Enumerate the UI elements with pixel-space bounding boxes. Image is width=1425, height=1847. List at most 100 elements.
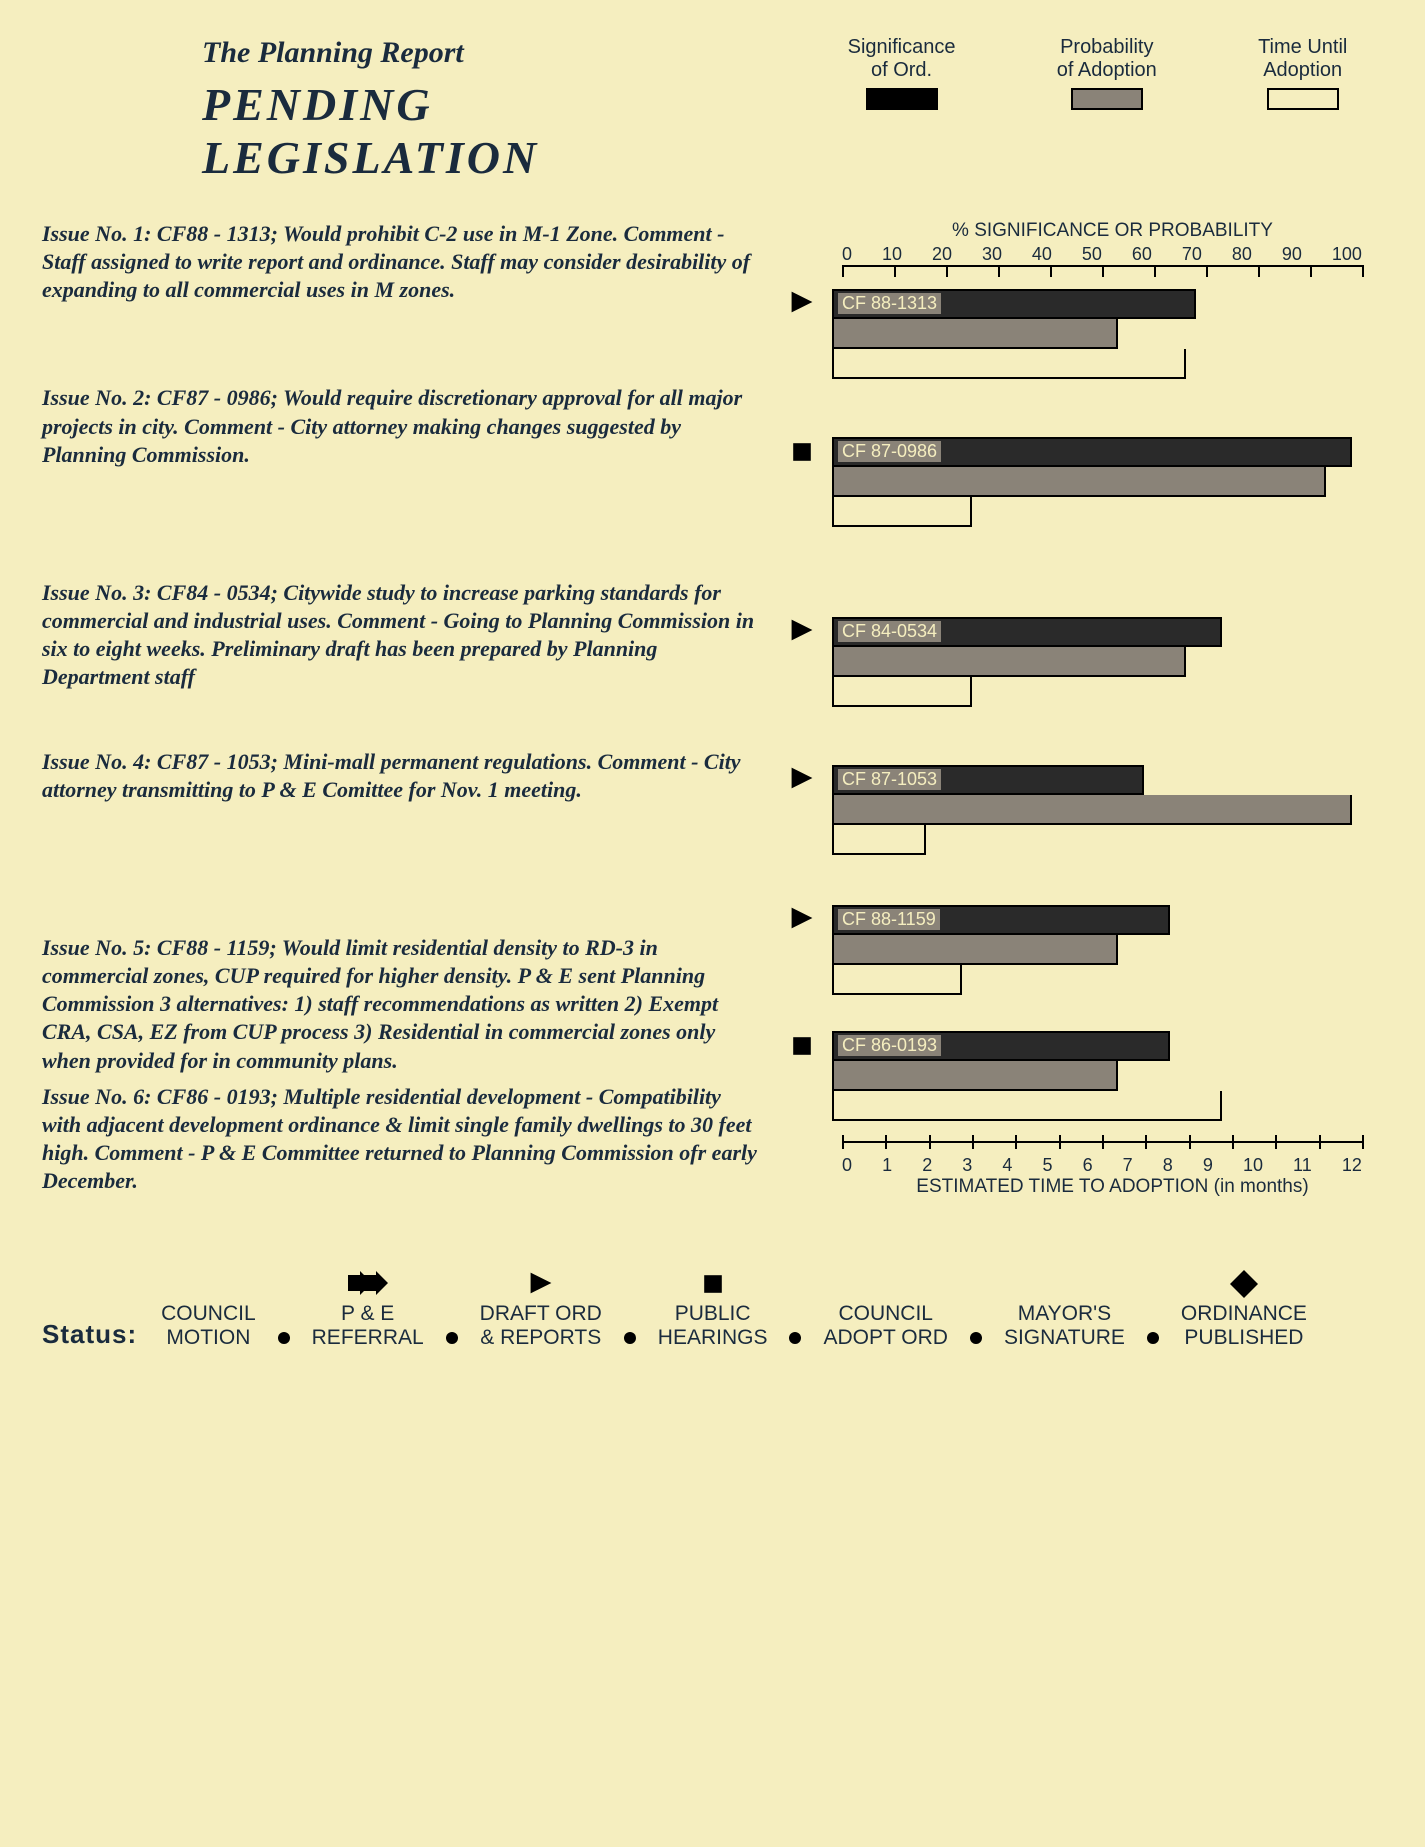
- separator-dot-icon: [446, 1332, 458, 1344]
- status-legend-label: REFERRAL: [312, 1326, 424, 1350]
- status-header: Status:: [42, 1319, 137, 1350]
- top-axis: % SIGNIFICANCE OR PROBABILITY 0102030405…: [842, 220, 1383, 279]
- status-legend-label: P & E: [312, 1302, 424, 1326]
- bar-case-label: CF 87-1053: [838, 769, 941, 790]
- top-tick-label: 100: [1332, 244, 1362, 265]
- status-legend-item: P & EREFERRAL: [312, 1270, 424, 1350]
- legend-significance: Significanceof Ord.: [848, 36, 956, 116]
- chart-row-3: CF 84-0534: [772, 617, 1383, 707]
- top-tick-label: 10: [882, 244, 902, 265]
- top-tick-label: 70: [1182, 244, 1202, 265]
- legend-label: Probability: [1060, 36, 1153, 58]
- chart-row-5: CF 88-1159: [772, 905, 1383, 995]
- separator-dot-icon: [624, 1332, 636, 1344]
- legend-time: Time UntilAdoption: [1258, 36, 1347, 116]
- bottom-tick-label: 4: [1002, 1155, 1012, 1176]
- status-legend-label: & REPORTS: [480, 1326, 602, 1350]
- top-tick-label: 0: [842, 244, 852, 265]
- top-tick-label: 20: [932, 244, 952, 265]
- diamond-icon: [1181, 1270, 1307, 1300]
- none-icon: [1004, 1270, 1125, 1300]
- bar-significance: CF 88-1159: [832, 905, 1170, 935]
- bar-significance: CF 87-1053: [832, 765, 1144, 795]
- top-tick-label: 50: [1082, 244, 1102, 265]
- bottom-tick-label: 0: [842, 1155, 852, 1176]
- bar-significance: CF 87-0986: [832, 437, 1352, 467]
- legend-label: Significance: [848, 36, 956, 58]
- bottom-tick-label: 8: [1163, 1155, 1173, 1176]
- swatch-black: [866, 88, 938, 110]
- bottom-tick-label: 11: [1293, 1155, 1312, 1176]
- charts-column: % SIGNIFICANCE OR PROBABILITY 0102030405…: [772, 220, 1383, 1200]
- bottom-axis: 0123456789101112 ESTIMATED TIME TO ADOPT…: [842, 1141, 1383, 1198]
- top-axis-ticks: 0102030405060708090100: [842, 244, 1362, 265]
- arrow2-icon: [312, 1270, 424, 1300]
- status-marker-icon: [772, 617, 832, 651]
- bar-time: [832, 825, 926, 855]
- issue-text-5: Issue No. 5: CF88 - 1159; Would limit re…: [42, 934, 762, 1075]
- issue-text-2: Issue No. 2: CF87 - 0986; Would require …: [42, 384, 762, 468]
- bar-case-label: CF 88-1159: [838, 909, 940, 930]
- separator-dot-icon: [789, 1332, 801, 1344]
- status-legend-item: ORDINANCEPUBLISHED: [1181, 1270, 1307, 1350]
- top-axis-line: [842, 265, 1362, 279]
- separator-dot-icon: [970, 1332, 982, 1344]
- bar-time: [832, 497, 972, 527]
- bar-probability: [832, 935, 1118, 965]
- supertitle: The Planning Report: [202, 36, 782, 70]
- top-tick-label: 40: [1032, 244, 1052, 265]
- main-content: Issue No. 1: CF88 - 1313; Would prohibit…: [42, 220, 1383, 1200]
- issue-text-4: Issue No. 4: CF87 - 1053; Mini-mall perm…: [42, 748, 762, 804]
- bottom-tick-label: 12: [1342, 1155, 1362, 1176]
- bottom-axis-ticks: 0123456789101112: [842, 1155, 1362, 1176]
- chart-row-4: CF 87-1053: [772, 765, 1383, 855]
- bottom-tick-label: 1: [882, 1155, 892, 1176]
- status-marker-icon: [772, 437, 832, 471]
- bar-group: CF 87-1053: [832, 765, 1352, 855]
- status-legend-item: DRAFT ORD& REPORTS: [480, 1270, 602, 1350]
- bar-group: CF 86-0193: [832, 1031, 1352, 1121]
- legend-label: Adoption: [1263, 59, 1342, 81]
- bottom-tick-label: 6: [1083, 1155, 1093, 1176]
- header-row: The Planning Report PENDING LEGISLATION …: [42, 36, 1383, 184]
- bar-group: CF 87-0986: [832, 437, 1352, 527]
- status-legend-label: MOTION: [161, 1326, 256, 1350]
- legend-label: of Adoption: [1057, 59, 1157, 81]
- bar-case-label: CF 84-0534: [838, 621, 941, 642]
- bar-significance: CF 84-0534: [832, 617, 1222, 647]
- bar-group: CF 84-0534: [832, 617, 1352, 707]
- status-legend-label: HEARINGS: [658, 1326, 768, 1350]
- bottom-tick-label: 7: [1123, 1155, 1133, 1176]
- separator-dot-icon: [278, 1332, 290, 1344]
- status-legend-label: PUBLIC: [658, 1302, 768, 1326]
- chart-row-1: CF 88-1313: [772, 289, 1383, 379]
- top-tick-label: 60: [1132, 244, 1152, 265]
- bar-time: [832, 965, 962, 995]
- bottom-tick-label: 5: [1042, 1155, 1052, 1176]
- bar-probability: [832, 795, 1352, 825]
- top-tick-label: 30: [982, 244, 1002, 265]
- status-legend-item: COUNCILMOTION: [161, 1270, 256, 1350]
- status-marker-icon: [772, 765, 832, 799]
- bar-significance: CF 86-0193: [832, 1031, 1170, 1061]
- bottom-tick-label: 2: [922, 1155, 932, 1176]
- bar-probability: [832, 1061, 1118, 1091]
- bottom-axis-line: [842, 1141, 1362, 1155]
- bottom-tick-label: 3: [962, 1155, 972, 1176]
- issue-text-3: Issue No. 3: CF84 - 0534; Citywide study…: [42, 579, 762, 692]
- legend-label: Time Until: [1258, 36, 1347, 58]
- status-legend: Status: COUNCILMOTION P & EREFERRAL DRAFT …: [42, 1270, 1383, 1350]
- swatch-white: [1267, 88, 1339, 110]
- triangle-icon: [480, 1270, 602, 1300]
- square-icon: [658, 1270, 768, 1300]
- swatch-gray: [1071, 88, 1143, 110]
- bar-probability: [832, 647, 1186, 677]
- bar-group: CF 88-1159: [832, 905, 1352, 995]
- chart-row-6: CF 86-0193: [772, 1031, 1383, 1121]
- bar-case-label: CF 88-1313: [838, 293, 941, 314]
- status-legend-label: SIGNATURE: [1004, 1326, 1125, 1350]
- charts-list: CF 88-1313 CF 87-0986 CF 84-0534 CF 87-1053…: [772, 289, 1383, 1121]
- separator-dot-icon: [1147, 1332, 1159, 1344]
- bar-time: [832, 349, 1186, 379]
- series-legend: Significanceof Ord. Probabilityof Adopti…: [812, 36, 1383, 184]
